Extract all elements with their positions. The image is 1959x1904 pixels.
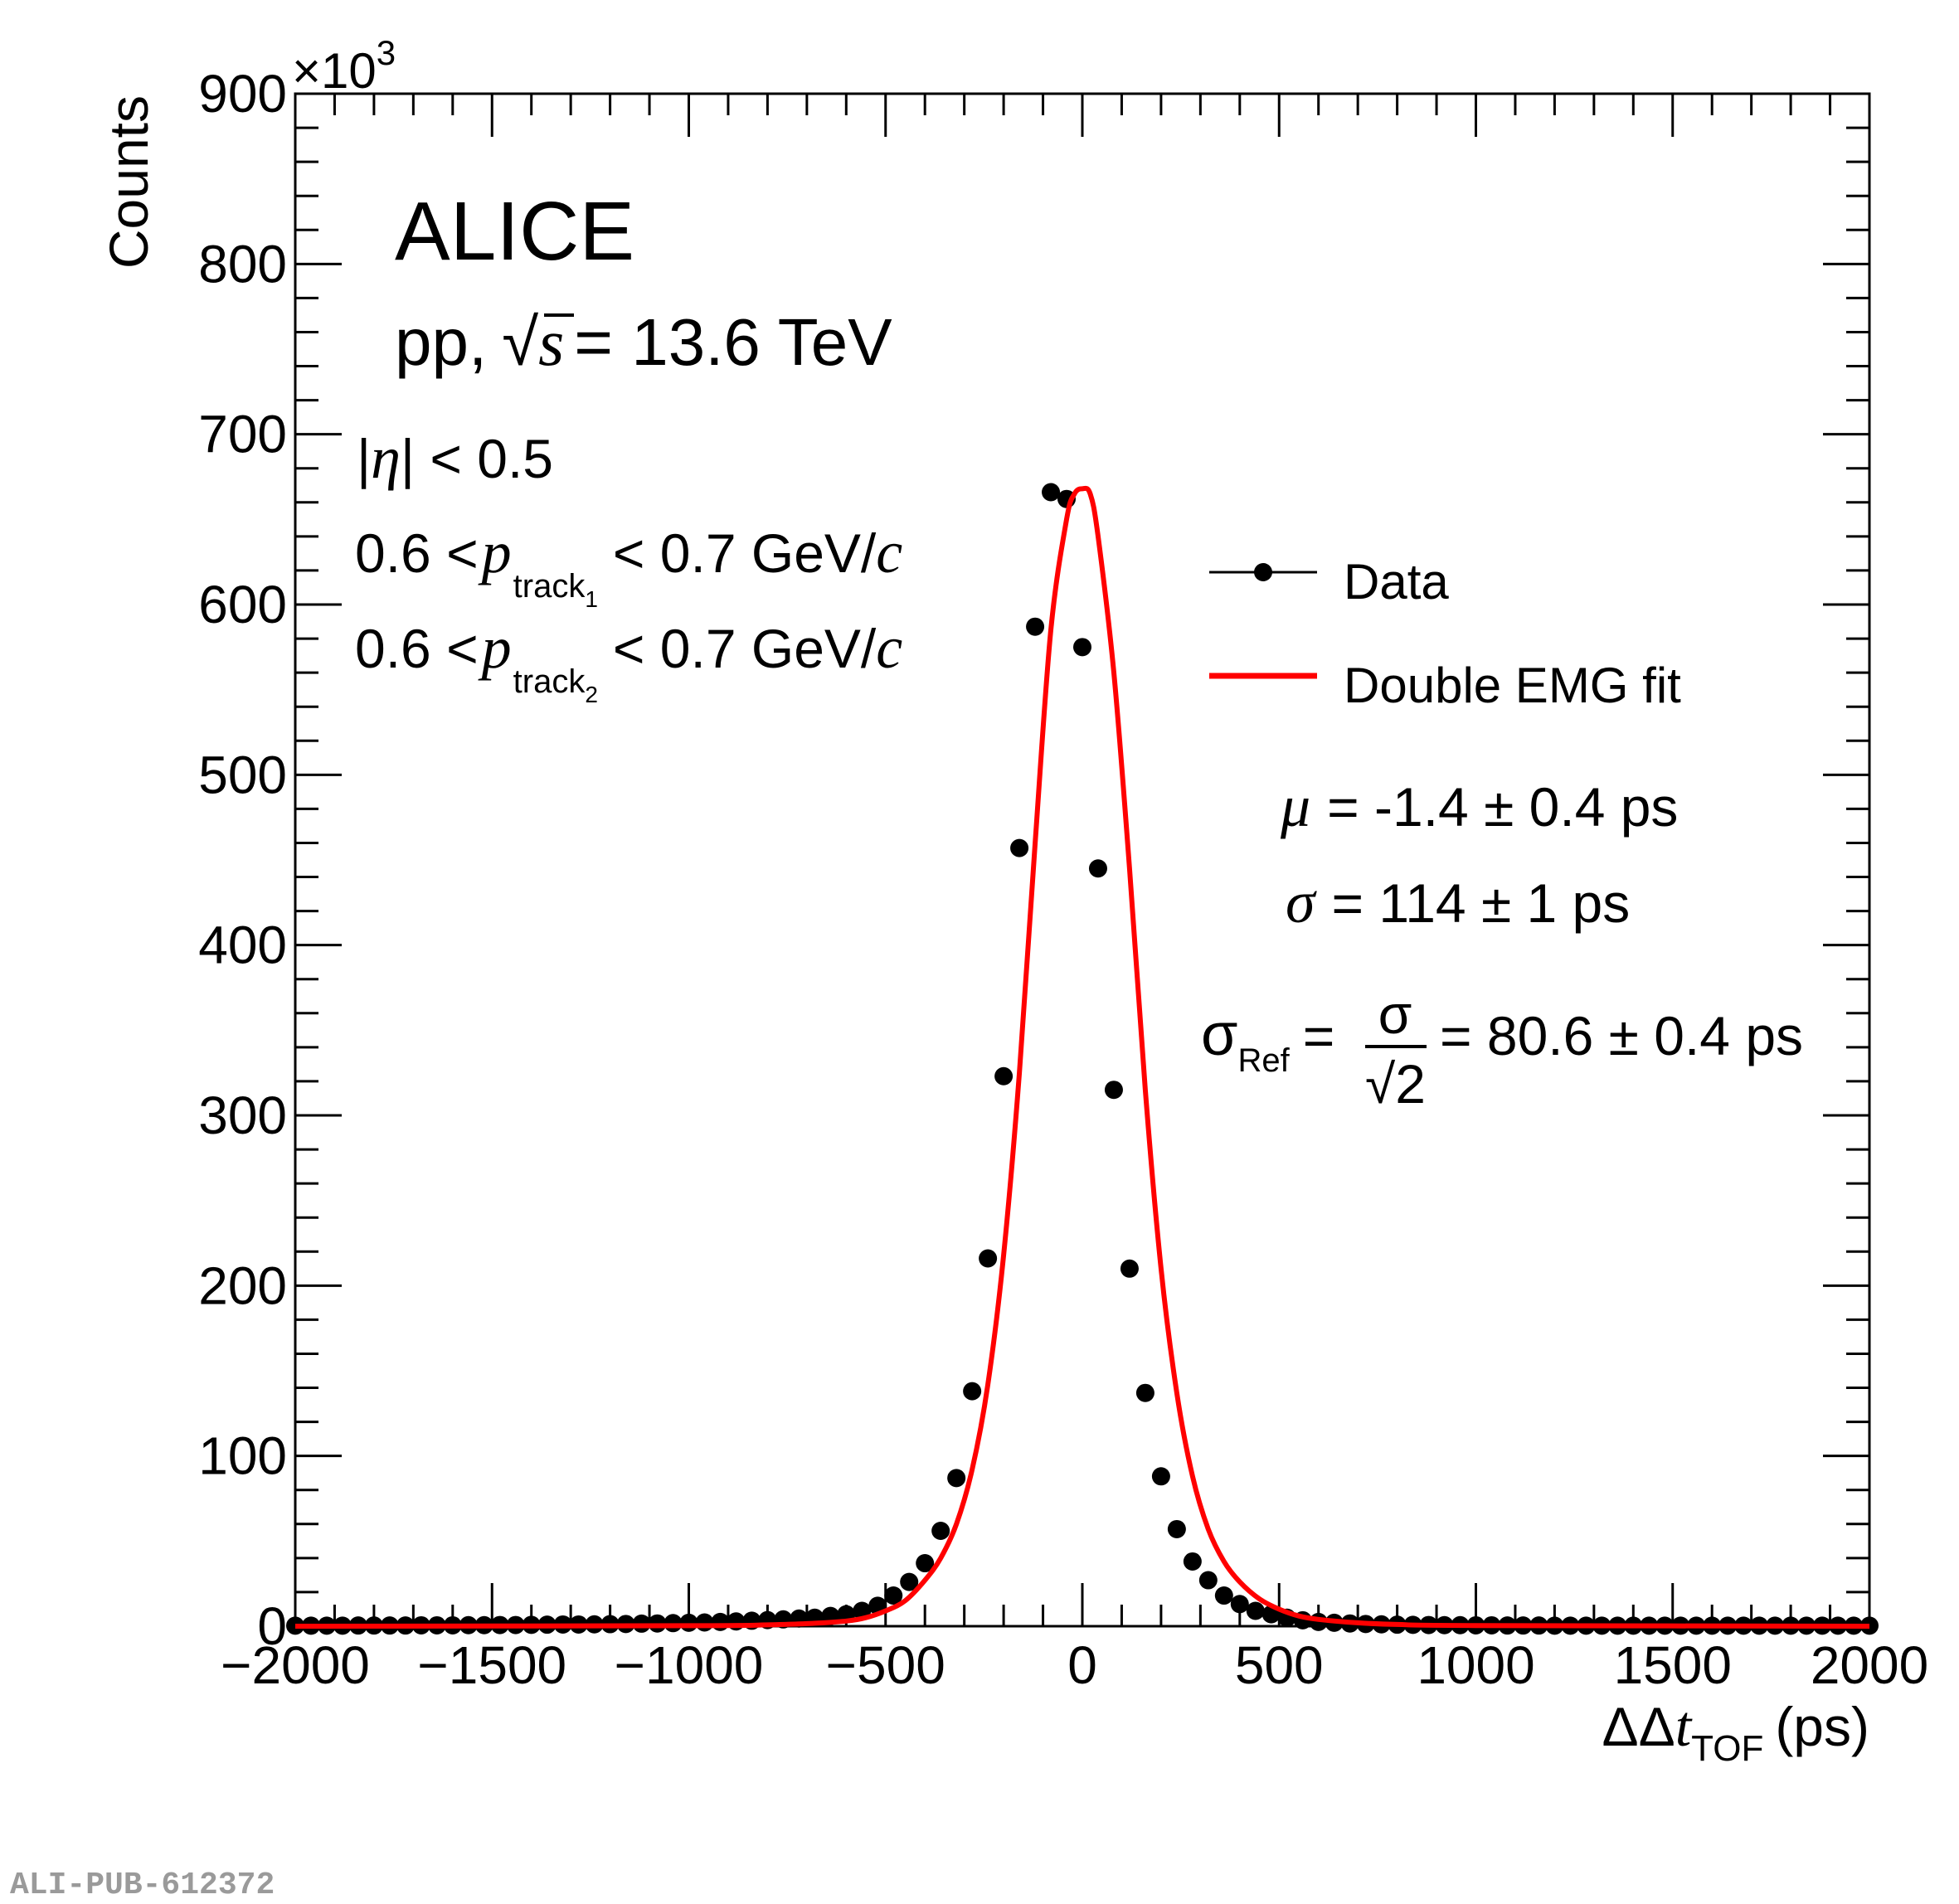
x-tick-label: −1500 <box>417 1635 566 1695</box>
y-tick-label: 700 <box>198 405 287 464</box>
x-axis-tick-labels: −2000 −1500 −1000 −500 0 500 1000 1500 2000 <box>221 1635 1928 1695</box>
data-point <box>1230 1595 1249 1614</box>
x-tick-label: −1000 <box>615 1635 764 1695</box>
fit-curve <box>294 485 1870 1629</box>
data-point <box>1088 859 1107 878</box>
p-cut-track2: 0.6 <ptrack2< 0.7 GeV/c <box>355 614 902 707</box>
y-tick-label: 100 <box>198 1426 287 1486</box>
y-tick-label: 800 <box>198 234 287 294</box>
eta-cut: |η| < 0.5 <box>357 425 553 491</box>
y-tick-label: 300 <box>198 1086 287 1145</box>
legend-fit-label: Double EMG fit <box>1344 658 1681 713</box>
x-axis-ticks <box>294 94 1871 1626</box>
watermark: ALI-PUB-612372 <box>10 1868 275 1903</box>
y-tick-label: 400 <box>198 916 287 975</box>
data-point <box>695 1613 714 1632</box>
data-point <box>916 1554 935 1573</box>
y-tick-label: 0 <box>257 1596 287 1656</box>
data-point <box>1167 1519 1186 1538</box>
p-cut-track1: 0.6 <ptrack1< 0.7 GeV/c <box>355 519 902 612</box>
data-point <box>1120 1259 1139 1278</box>
y-axis-tick-labels: 0 100 200 300 400 500 600 700 800 900 <box>198 64 287 1656</box>
data-point <box>884 1586 903 1605</box>
y-axis-label: Counts <box>98 95 159 269</box>
legend-data-marker <box>1254 563 1272 581</box>
data-point <box>711 1612 730 1631</box>
x-tick-label: 2000 <box>1811 1635 1928 1695</box>
data-point <box>900 1572 919 1591</box>
y-multiplier: ×103 <box>292 33 396 99</box>
data-point <box>1214 1586 1233 1605</box>
x-tick-label: −2000 <box>221 1635 370 1695</box>
x-tick-label: 0 <box>1067 1635 1097 1695</box>
data-point <box>994 1066 1014 1086</box>
data-point <box>1042 483 1061 502</box>
data-point <box>1183 1552 1202 1571</box>
x-tick-label: 500 <box>1235 1635 1324 1695</box>
data-point <box>1151 1467 1170 1486</box>
data-point <box>1135 1383 1154 1402</box>
data-point <box>1198 1571 1218 1590</box>
y-tick-label: 600 <box>198 575 287 634</box>
data-point <box>1073 638 1091 657</box>
x-tick-label: 1500 <box>1614 1635 1732 1695</box>
y-tick-label: 200 <box>198 1256 287 1315</box>
experiment-label: ALICE <box>395 185 634 278</box>
data-point <box>979 1249 998 1268</box>
sigma-ref-lhs: σRef = <box>1201 1002 1334 1079</box>
x-axis-label: ΔΔtTOF (ps) <box>1602 1695 1869 1769</box>
fit-mu: μ = -1.4 ± 0.4 ps <box>1280 773 1678 839</box>
legend-data-label: Data <box>1344 554 1449 610</box>
data-point <box>1026 617 1045 636</box>
sigma-ref-numerator: σ <box>1378 984 1412 1045</box>
energy-label: pp, √s = 13.6 TeV <box>395 305 892 380</box>
x-tick-label: 1000 <box>1417 1635 1534 1695</box>
data-point <box>931 1522 950 1541</box>
sigma-ref-denominator: √2 <box>1365 1053 1426 1115</box>
data-point <box>1104 1081 1123 1100</box>
data-point <box>1010 838 1029 857</box>
data-point <box>664 1614 683 1633</box>
data-point <box>679 1613 698 1632</box>
legend: Data Double EMG fit <box>1209 554 1681 713</box>
data-point <box>947 1469 966 1488</box>
fit-sigma-ref: σRef = σ √2 = 80.6 ± 0.4 ps <box>1201 984 1803 1115</box>
data-point <box>963 1382 982 1401</box>
sigma-ref-value: = 80.6 ± 0.4 ps <box>1440 1005 1803 1066</box>
y-tick-label: 500 <box>198 745 287 804</box>
fit-sigma: σ = 114 ± 1 ps <box>1286 869 1630 935</box>
y-tick-label: 900 <box>198 64 287 124</box>
x-tick-label: −500 <box>826 1635 945 1695</box>
data-point <box>1246 1601 1265 1620</box>
